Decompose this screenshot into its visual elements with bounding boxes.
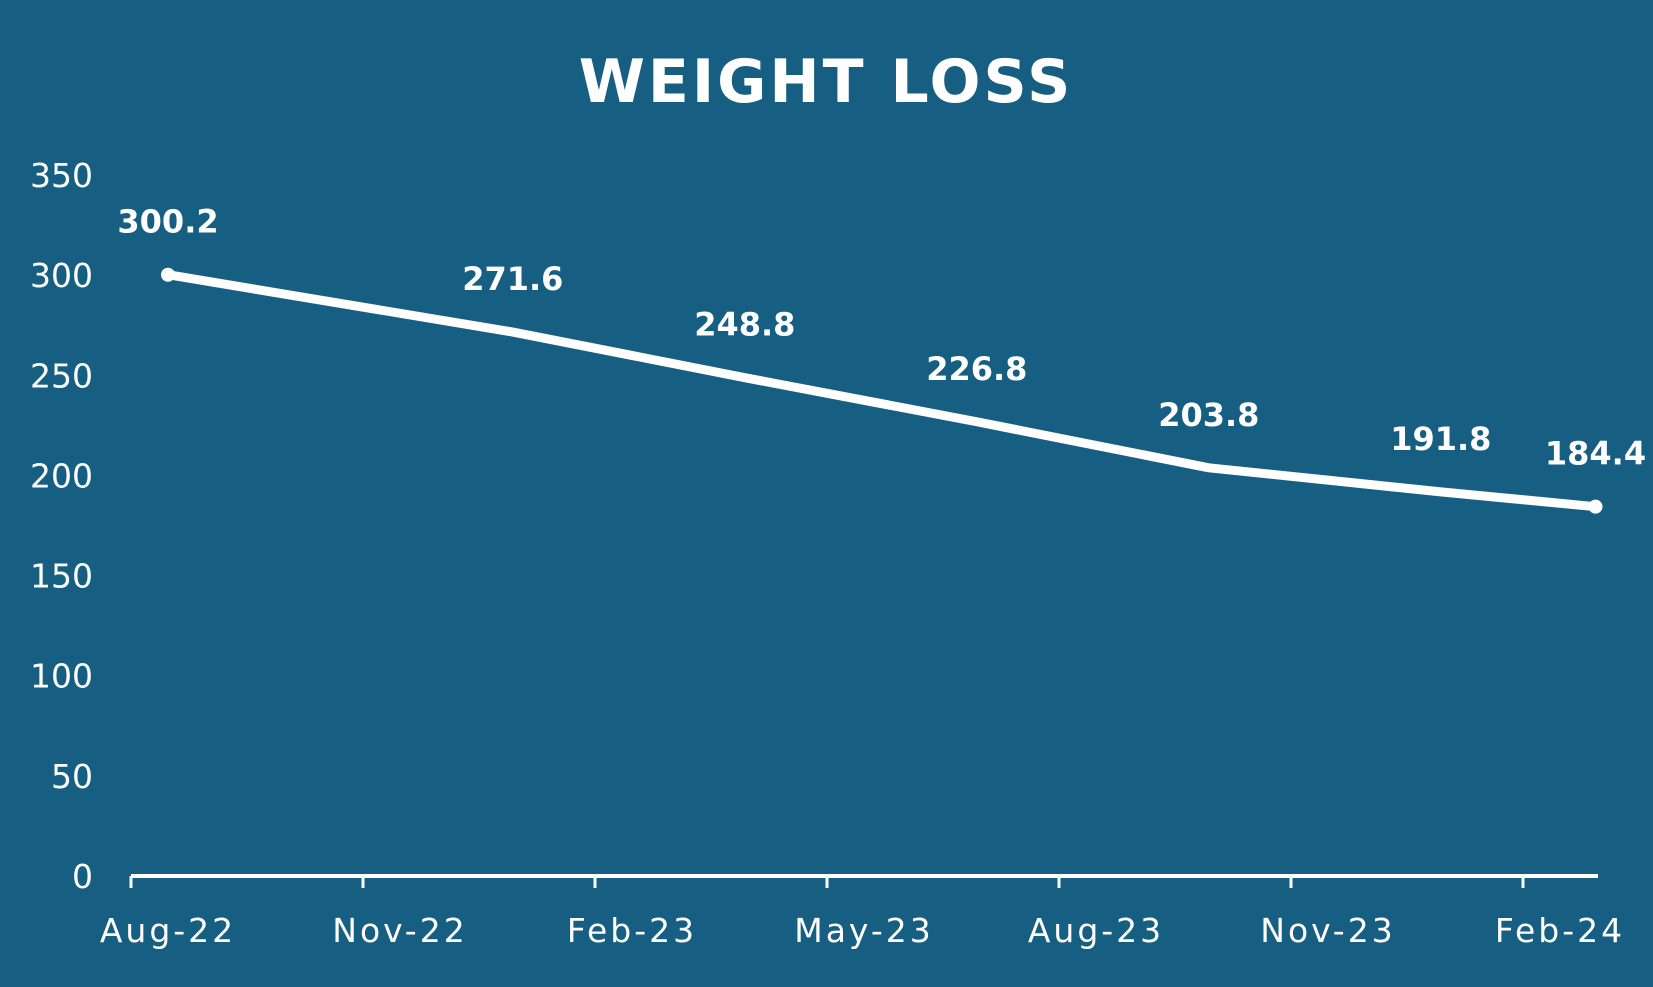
y-tick-label: 300 xyxy=(30,256,93,295)
x-tick-label: Aug-22 xyxy=(100,911,236,950)
data-label: 184.4 xyxy=(1545,435,1646,473)
x-tick-label: Feb-23 xyxy=(567,911,697,950)
y-tick-label: 150 xyxy=(30,557,93,596)
data-point-marker xyxy=(1588,499,1603,514)
x-tick-label: Feb-24 xyxy=(1495,911,1625,950)
data-label: 248.8 xyxy=(694,306,795,344)
data-label: 226.8 xyxy=(926,350,1027,388)
x-tick-label: Nov-23 xyxy=(1260,911,1395,950)
series xyxy=(161,267,1603,514)
x-tick-label: Nov-22 xyxy=(332,911,467,950)
y-tick-label: 100 xyxy=(30,657,93,696)
y-tick-label: 200 xyxy=(30,456,93,495)
y-axis: 0 50 100 150 200 250 300 350 xyxy=(30,156,93,896)
data-labels: 300.2 271.6 248.8 226.8 203.8 191.8 184.4 xyxy=(117,203,1646,473)
data-label: 191.8 xyxy=(1390,420,1491,458)
y-tick-label: 250 xyxy=(30,356,93,395)
drop-lines xyxy=(167,274,1597,874)
y-tick-label: 350 xyxy=(30,156,93,195)
data-point-marker xyxy=(161,267,175,282)
data-label: 300.2 xyxy=(117,203,218,241)
y-tick-label: 0 xyxy=(72,857,93,896)
x-tick-label: May-23 xyxy=(794,911,934,950)
x-tick-label: Aug-23 xyxy=(1028,911,1164,950)
data-label: 203.8 xyxy=(1158,396,1259,434)
y-tick-label: 50 xyxy=(51,757,93,796)
chart-title: WEIGHT LOSS xyxy=(579,47,1074,117)
x-axis: Aug-22 Nov-22 Feb-23 May-23 Aug-23 Nov-23 Feb-… xyxy=(100,874,1625,950)
series-line xyxy=(163,270,1600,512)
data-label: 271.6 xyxy=(462,260,563,298)
